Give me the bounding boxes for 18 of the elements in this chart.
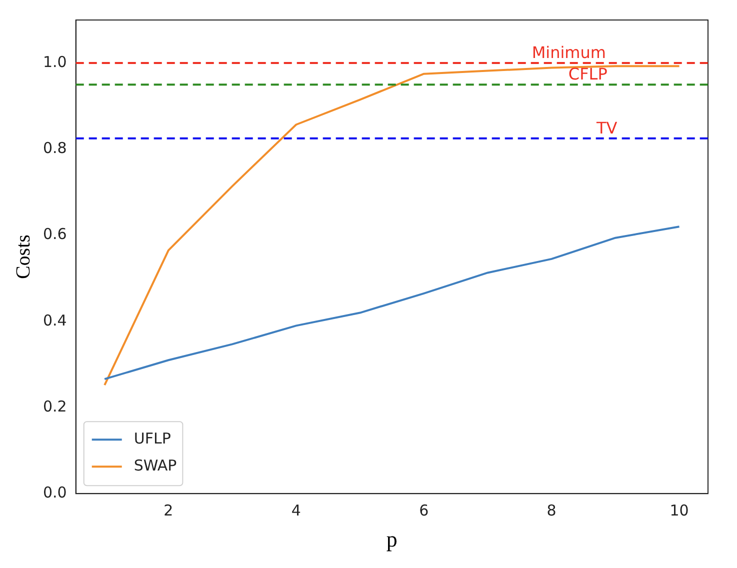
x-tick-label: 10 — [670, 501, 689, 520]
ref-line-label: CFLP — [568, 64, 608, 84]
legend-label: SWAP — [134, 456, 177, 474]
y-tick-label: 0.6 — [42, 225, 67, 244]
y-tick-label: 1.0 — [42, 52, 67, 71]
legend-label: UFLP — [134, 429, 171, 448]
y-tick-label: 0.4 — [42, 311, 67, 330]
x-tick-label: 8 — [546, 501, 556, 520]
y-tick-label: 0.8 — [42, 139, 67, 158]
x-tick-label: 6 — [419, 501, 429, 520]
ref-line-label: Minimum — [532, 43, 606, 62]
x-axis-title: p — [386, 526, 398, 552]
y-tick-label: 0.0 — [42, 483, 67, 502]
x-tick-label: 4 — [291, 501, 301, 520]
y-axis-title: Costs — [12, 234, 34, 280]
ref-line-label: TV — [595, 118, 618, 138]
y-tick-label: 0.2 — [42, 397, 67, 416]
x-tick-label: 2 — [164, 501, 174, 520]
